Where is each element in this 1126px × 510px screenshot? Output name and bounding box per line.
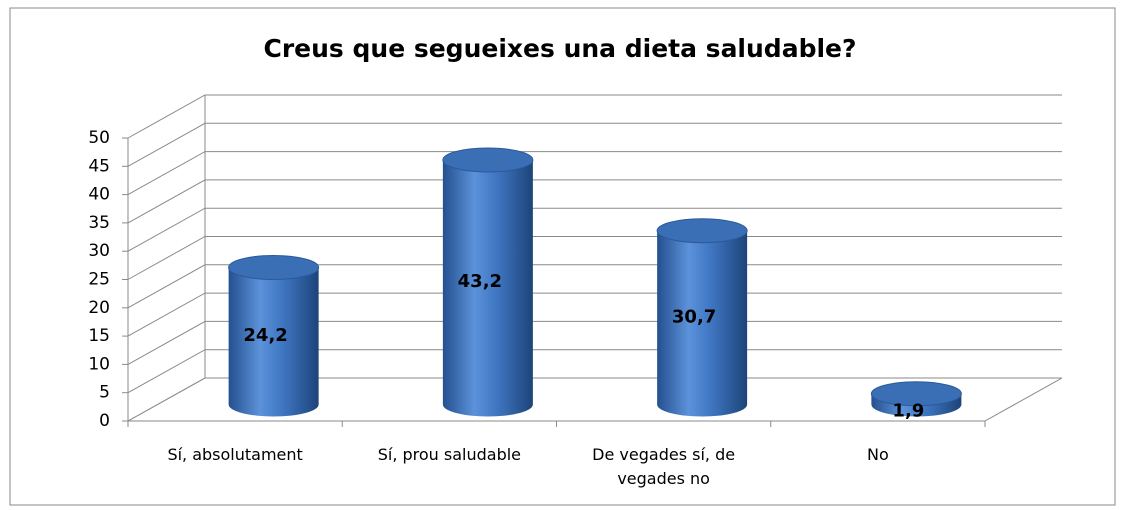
cylinder-body [657,230,748,417]
grid-line [127,236,1062,280]
x-tick-label: De vegades sí, de vegades no [592,445,735,488]
y-tick-label: 35 [88,213,110,233]
y-tick-label: 50 [88,128,110,148]
chart-title: Creus que segueixes una dieta saludable? [263,34,856,63]
y-tick-label: 20 [88,298,110,318]
x-tick-label: Sí, prou saludable [378,445,521,464]
value-label: 24,2 [243,325,287,346]
x-tick-label: Sí, absolutament [167,445,302,464]
value-label: 43,2 [458,271,502,292]
value-label: 30,7 [672,307,716,328]
grid-line [127,207,1062,252]
cylinder-top [656,218,748,244]
y-tick-label: 10 [88,354,110,374]
grid-line [127,320,1062,365]
cylinder-top [870,381,962,407]
value-label: 1,9 [892,401,924,422]
grid-line [127,94,1062,139]
y-tick-label: 25 [88,270,110,290]
x-tick-label: No [867,445,889,464]
marks [228,147,962,417]
y-tick-label: 15 [88,326,110,346]
grid-line [127,179,1062,224]
y-tick-label: 45 [88,156,110,176]
grid-line [127,122,1062,167]
grid-line [127,292,1062,337]
grid-line [127,349,1062,394]
grid-line [127,151,1062,196]
grid-line [127,264,1062,309]
y-tick-label: 30 [88,241,110,261]
cylinder-body [228,267,319,417]
grid [122,94,1063,427]
cylinder-top [228,255,320,281]
cylinder-top [442,147,534,173]
grid-line [127,377,1062,422]
y-tick-label: 40 [88,185,110,205]
cylinder-body [442,159,533,417]
y-tick-label: 5 [99,383,110,403]
y-tick-label: 0 [99,411,110,431]
chart-frame [9,7,1116,506]
